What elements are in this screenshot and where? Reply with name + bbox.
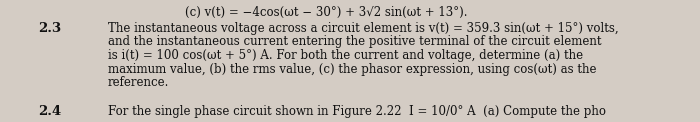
Text: reference.: reference. bbox=[108, 76, 169, 89]
Text: and the instantaneous current entering the positive terminal of the circuit elem: and the instantaneous current entering t… bbox=[108, 36, 601, 49]
Text: is i(t) = 100 cos(ωt + 5°) A. For both the current and voltage, determine (a) th: is i(t) = 100 cos(ωt + 5°) A. For both t… bbox=[108, 49, 583, 62]
Text: The instantaneous voltage across a circuit element is v(t) = 359.3 sin(ωt + 15°): The instantaneous voltage across a circu… bbox=[108, 22, 619, 35]
Text: 2.4: 2.4 bbox=[38, 105, 62, 118]
Text: 2.3: 2.3 bbox=[38, 22, 61, 35]
Text: maximum value, (b) the rms value, (c) the phasor expression, using cos(ωt) as th: maximum value, (b) the rms value, (c) th… bbox=[108, 62, 596, 76]
Text: (c) v(t) = −4cos(ωt − 30°) + 3√2 sin(ωt + 13°).: (c) v(t) = −4cos(ωt − 30°) + 3√2 sin(ωt … bbox=[185, 6, 468, 19]
Text: For the single phase circuit shown in Figure 2.22  I = 10/0° A  (a) Compute the : For the single phase circuit shown in Fi… bbox=[108, 105, 606, 118]
